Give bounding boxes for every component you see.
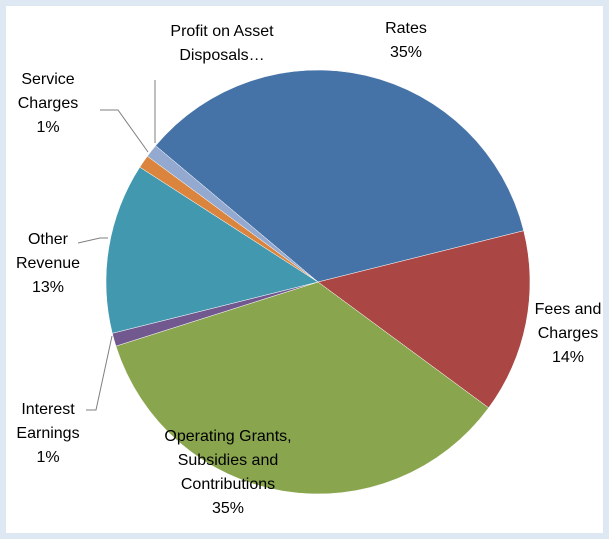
category-label: Profit on Asset Disposals… bbox=[170, 23, 274, 64]
slice-label: Other Revenue 13% bbox=[11, 228, 86, 300]
slice bbox=[147, 145, 319, 283]
slice-label: Service Charges 1% bbox=[11, 68, 86, 140]
category-label: Service Charges bbox=[17, 71, 79, 112]
value-label: 1% bbox=[36, 449, 60, 466]
slice-label: Operating Grants, Subsidies and Contribu… bbox=[148, 425, 308, 521]
value-label: 13% bbox=[31, 279, 65, 296]
value-label: 14% bbox=[551, 349, 585, 366]
leader-line bbox=[86, 335, 113, 411]
slice-label: Profit on Asset Disposals… bbox=[157, 20, 287, 68]
leader-line bbox=[100, 109, 149, 153]
slice bbox=[105, 166, 319, 334]
slice-label: Rates 35% bbox=[366, 17, 446, 65]
slice-label: Interest Earnings 1% bbox=[8, 398, 88, 470]
slice-label: Fees and Charges 14% bbox=[531, 298, 606, 370]
value-label: 35% bbox=[211, 500, 245, 517]
slice bbox=[317, 230, 531, 409]
category-label: Other Revenue bbox=[15, 231, 81, 272]
category-label: Rates bbox=[385, 20, 427, 37]
slice bbox=[155, 69, 525, 283]
category-label: Interest Earnings bbox=[16, 401, 80, 442]
category-label: Operating Grants, Subsidies and Contribu… bbox=[164, 428, 292, 493]
value-label: 1% bbox=[36, 119, 60, 136]
slice bbox=[115, 281, 489, 495]
category-label: Fees and Charges bbox=[534, 301, 602, 342]
leader-line bbox=[77, 237, 108, 244]
value-label: 35% bbox=[389, 44, 423, 61]
